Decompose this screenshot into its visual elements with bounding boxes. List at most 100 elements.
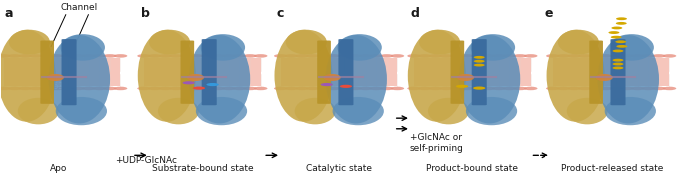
- Circle shape: [578, 54, 592, 58]
- Circle shape: [71, 54, 85, 58]
- Circle shape: [641, 87, 655, 90]
- Circle shape: [380, 87, 394, 90]
- Text: +GlcNAc or
self-priming: +GlcNAc or self-priming: [409, 133, 463, 153]
- Circle shape: [652, 87, 666, 90]
- Circle shape: [158, 87, 172, 90]
- Bar: [414, 58, 531, 86]
- Ellipse shape: [325, 35, 387, 124]
- Text: Product-bound state: Product-bound state: [426, 164, 519, 173]
- Circle shape: [348, 54, 362, 58]
- Circle shape: [612, 26, 622, 29]
- Circle shape: [503, 87, 516, 90]
- Circle shape: [284, 54, 298, 58]
- Circle shape: [612, 67, 623, 69]
- Circle shape: [340, 85, 352, 88]
- Ellipse shape: [0, 30, 55, 122]
- Circle shape: [338, 87, 351, 90]
- Circle shape: [212, 87, 225, 90]
- Circle shape: [29, 87, 42, 90]
- Circle shape: [274, 87, 288, 90]
- Circle shape: [295, 87, 309, 90]
- Circle shape: [40, 87, 53, 90]
- Circle shape: [492, 87, 506, 90]
- Circle shape: [408, 54, 421, 58]
- Circle shape: [29, 54, 42, 58]
- Ellipse shape: [55, 97, 107, 125]
- Circle shape: [137, 54, 151, 58]
- Circle shape: [295, 54, 309, 58]
- Ellipse shape: [188, 35, 250, 124]
- Circle shape: [557, 87, 571, 90]
- Circle shape: [190, 87, 204, 90]
- Circle shape: [474, 60, 485, 63]
- Circle shape: [599, 54, 612, 58]
- Circle shape: [182, 81, 195, 84]
- Text: d: d: [411, 7, 420, 20]
- FancyBboxPatch shape: [62, 39, 77, 105]
- Text: Channel: Channel: [61, 3, 98, 12]
- Circle shape: [610, 87, 623, 90]
- Circle shape: [588, 54, 602, 58]
- Circle shape: [612, 63, 623, 66]
- Ellipse shape: [187, 74, 204, 81]
- Circle shape: [192, 86, 205, 90]
- Circle shape: [567, 54, 581, 58]
- Circle shape: [439, 87, 453, 90]
- Circle shape: [71, 87, 85, 90]
- Circle shape: [471, 87, 484, 90]
- Circle shape: [18, 54, 32, 58]
- Circle shape: [61, 87, 75, 90]
- Ellipse shape: [18, 98, 59, 124]
- Ellipse shape: [324, 74, 341, 81]
- Ellipse shape: [158, 98, 199, 124]
- Circle shape: [190, 54, 204, 58]
- Text: +UDP-GlcNAc: +UDP-GlcNAc: [116, 156, 177, 165]
- Circle shape: [492, 54, 506, 58]
- Circle shape: [103, 54, 116, 58]
- FancyBboxPatch shape: [201, 39, 216, 105]
- Ellipse shape: [457, 74, 474, 81]
- Circle shape: [620, 87, 634, 90]
- Text: Apo: Apo: [50, 164, 68, 173]
- Circle shape: [390, 54, 404, 58]
- Text: a: a: [4, 7, 12, 20]
- Circle shape: [212, 54, 225, 58]
- Circle shape: [474, 56, 485, 59]
- Bar: [4, 58, 121, 86]
- Text: D498: D498: [61, 108, 82, 117]
- Text: b: b: [141, 7, 150, 20]
- Circle shape: [612, 50, 623, 52]
- Circle shape: [274, 54, 288, 58]
- Circle shape: [631, 87, 645, 90]
- Text: Product-released state: Product-released state: [561, 164, 664, 173]
- Circle shape: [482, 54, 495, 58]
- Ellipse shape: [333, 97, 384, 125]
- Circle shape: [148, 54, 162, 58]
- Circle shape: [0, 87, 11, 90]
- Bar: [281, 58, 397, 86]
- Circle shape: [306, 87, 319, 90]
- Circle shape: [92, 87, 106, 90]
- Ellipse shape: [428, 98, 469, 124]
- Circle shape: [0, 54, 11, 58]
- Circle shape: [50, 87, 64, 90]
- Circle shape: [503, 54, 516, 58]
- Bar: [553, 58, 669, 86]
- Circle shape: [82, 87, 95, 90]
- Circle shape: [456, 85, 469, 88]
- Circle shape: [380, 54, 394, 58]
- Circle shape: [578, 87, 592, 90]
- Circle shape: [148, 87, 162, 90]
- Ellipse shape: [286, 30, 327, 54]
- Ellipse shape: [149, 30, 190, 54]
- Circle shape: [233, 87, 247, 90]
- Circle shape: [620, 54, 634, 58]
- Circle shape: [513, 87, 527, 90]
- Circle shape: [557, 54, 571, 58]
- Circle shape: [8, 87, 21, 90]
- Circle shape: [524, 87, 538, 90]
- Circle shape: [222, 87, 236, 90]
- Circle shape: [158, 54, 172, 58]
- Ellipse shape: [596, 74, 613, 81]
- Circle shape: [284, 87, 298, 90]
